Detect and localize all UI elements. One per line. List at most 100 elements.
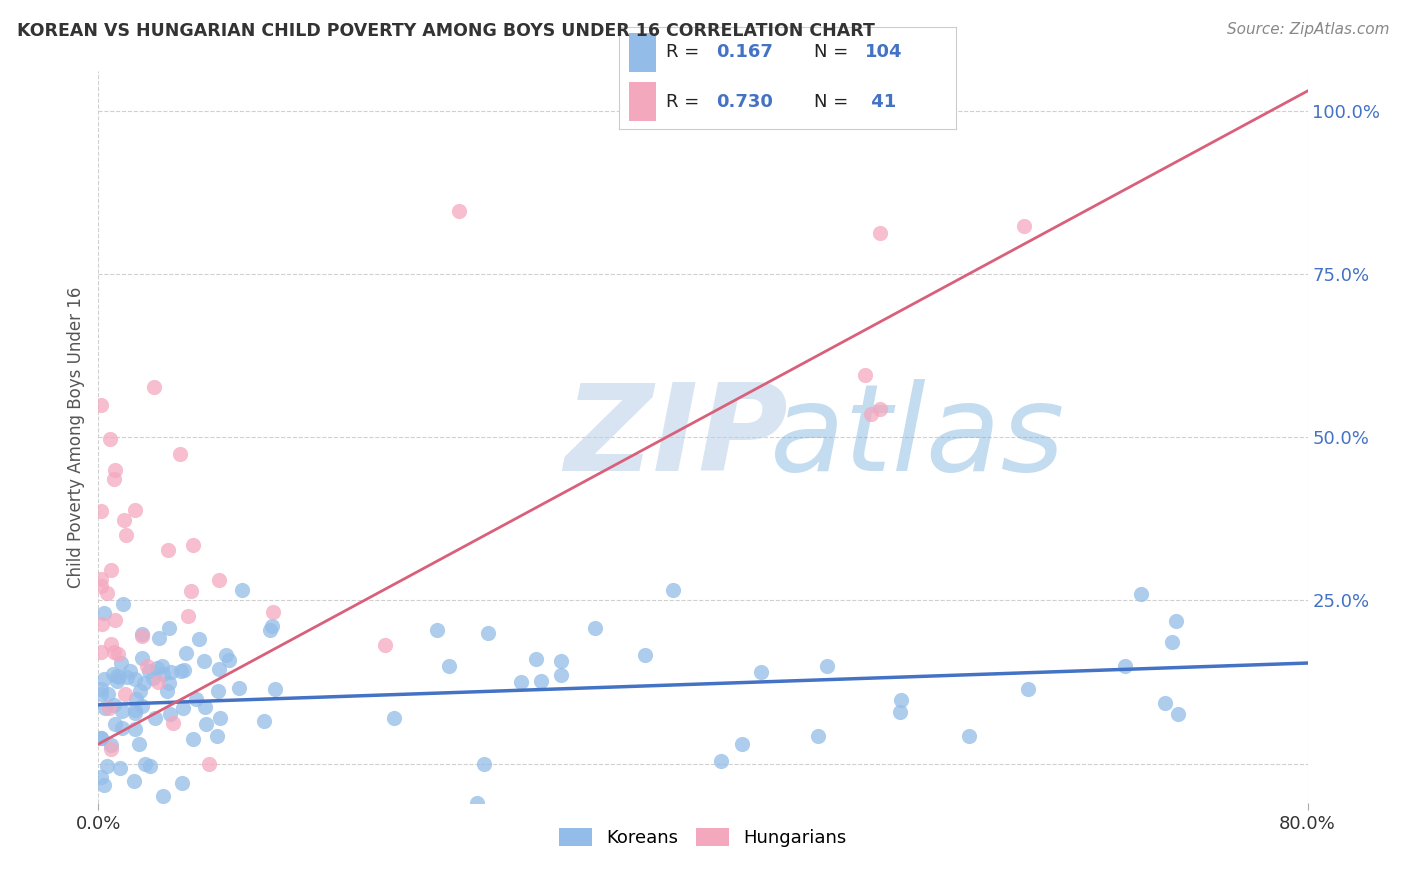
Point: [112, 597, 135, 611]
Point: [114, 687, 136, 701]
Point: [186, 691, 208, 706]
Point: [115, 670, 138, 684]
Point: [180, 584, 202, 599]
Point: [855, 368, 877, 383]
Text: R =: R =: [666, 44, 699, 62]
Point: [115, 528, 138, 542]
Point: [124, 502, 146, 516]
Point: [124, 672, 146, 686]
Point: [1161, 635, 1184, 649]
Point: [103, 667, 125, 681]
Point: [449, 203, 471, 218]
Point: [100, 741, 122, 756]
Point: [583, 621, 606, 635]
Point: [90, 770, 112, 784]
Point: [208, 573, 231, 587]
Point: [194, 699, 217, 714]
Point: [157, 621, 180, 635]
Text: R =: R =: [666, 93, 699, 111]
Point: [103, 472, 125, 486]
Point: [228, 681, 250, 695]
Point: [260, 619, 283, 633]
Point: [97, 687, 120, 701]
Point: [374, 638, 396, 652]
Point: [172, 776, 194, 790]
Point: [510, 674, 533, 689]
Point: [550, 668, 572, 682]
Point: [131, 699, 153, 714]
Point: [111, 704, 134, 718]
Legend: Koreans, Hungarians: Koreans, Hungarians: [554, 822, 852, 852]
Point: [170, 664, 193, 678]
Point: [1166, 615, 1188, 629]
Point: [869, 226, 891, 240]
Point: [124, 723, 146, 737]
Point: [1017, 682, 1039, 697]
Point: [90, 682, 112, 697]
Point: [138, 759, 160, 773]
Point: [110, 656, 132, 670]
Point: [90, 579, 112, 593]
Point: [176, 646, 198, 660]
Point: [93, 701, 115, 715]
Point: [90, 504, 112, 518]
Bar: [628, 33, 655, 72]
Point: [159, 706, 181, 721]
Point: [104, 717, 127, 731]
Point: [131, 629, 153, 643]
Point: [155, 684, 177, 698]
Point: [103, 645, 125, 659]
Point: [259, 623, 281, 637]
Text: N =: N =: [814, 93, 849, 111]
Point: [160, 665, 183, 679]
Point: [231, 583, 253, 598]
Point: [132, 676, 155, 690]
Point: [143, 380, 166, 394]
Point: [869, 401, 891, 416]
Point: [710, 754, 733, 768]
Point: [93, 673, 115, 687]
Point: [93, 778, 115, 792]
Point: [122, 774, 145, 789]
Point: [152, 666, 174, 681]
Point: [815, 659, 838, 673]
Point: [181, 537, 204, 551]
Text: 0.167: 0.167: [717, 44, 773, 62]
Text: Source: ZipAtlas.com: Source: ZipAtlas.com: [1226, 22, 1389, 37]
Point: [1012, 219, 1035, 234]
Point: [198, 756, 221, 771]
Point: [131, 651, 153, 665]
Point: [100, 563, 122, 577]
Point: [1154, 697, 1177, 711]
Point: [426, 624, 449, 638]
Point: [120, 664, 142, 678]
Point: [148, 675, 170, 690]
Point: [662, 583, 685, 598]
Bar: [628, 82, 655, 121]
Point: [90, 645, 112, 659]
Point: [104, 463, 127, 477]
Point: [218, 653, 240, 667]
Point: [136, 658, 159, 673]
Point: [634, 648, 657, 663]
Point: [162, 716, 184, 731]
Point: [156, 542, 179, 557]
Point: [264, 682, 287, 697]
Point: [96, 586, 118, 600]
Point: [90, 731, 112, 746]
Point: [103, 698, 125, 713]
Point: [90, 572, 112, 586]
Point: [172, 701, 194, 715]
Point: [138, 664, 160, 678]
Text: N =: N =: [814, 44, 849, 62]
Point: [90, 398, 112, 412]
Point: [889, 705, 911, 719]
Point: [90, 687, 112, 701]
Point: [530, 673, 553, 688]
Point: [193, 654, 215, 668]
Point: [188, 632, 211, 647]
Point: [550, 654, 572, 668]
Y-axis label: Child Poverty Among Boys Under 16: Child Poverty Among Boys Under 16: [66, 286, 84, 588]
Point: [124, 703, 146, 717]
Point: [93, 606, 115, 620]
